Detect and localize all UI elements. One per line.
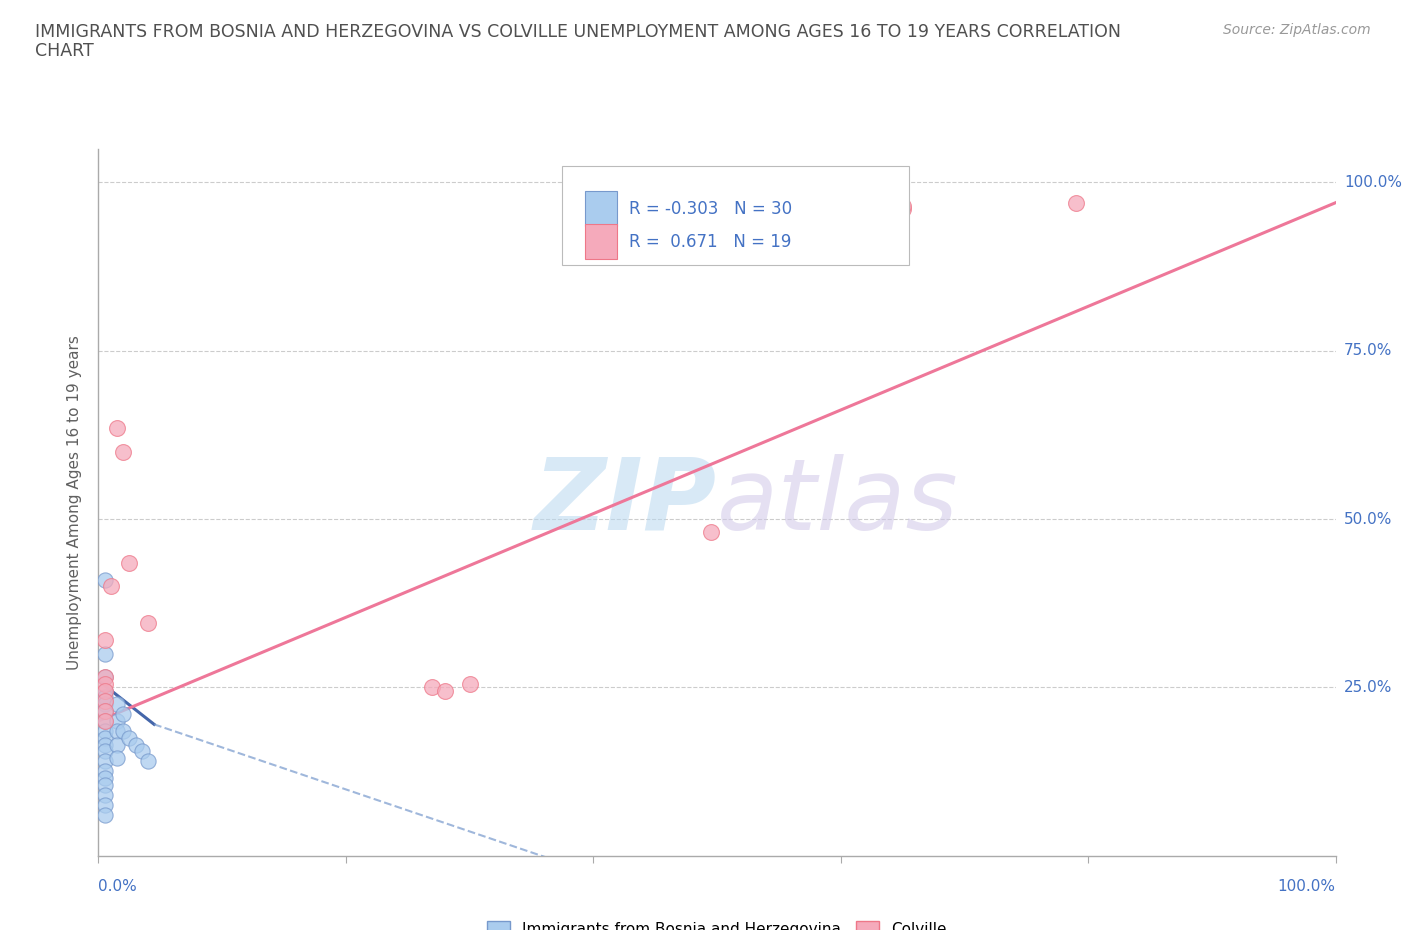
Point xyxy=(93,777,115,792)
Text: CHART: CHART xyxy=(35,42,94,60)
Text: atlas: atlas xyxy=(717,454,959,551)
Point xyxy=(124,737,146,752)
Point xyxy=(700,525,723,540)
Point xyxy=(93,808,115,823)
Point xyxy=(891,202,914,217)
Point xyxy=(458,676,481,691)
FancyBboxPatch shape xyxy=(562,166,908,265)
Point xyxy=(112,445,135,459)
Text: ZIP: ZIP xyxy=(534,454,717,551)
Point xyxy=(93,690,115,705)
Point xyxy=(93,572,115,587)
Legend: Immigrants from Bosnia and Herzegovina, Colville: Immigrants from Bosnia and Herzegovina, … xyxy=(481,915,953,930)
Text: Source: ZipAtlas.com: Source: ZipAtlas.com xyxy=(1223,23,1371,37)
Point xyxy=(93,798,115,813)
Point xyxy=(93,670,115,684)
Point xyxy=(136,616,159,631)
Text: R =  0.671   N = 19: R = 0.671 N = 19 xyxy=(630,232,792,251)
Point xyxy=(118,730,141,745)
Point xyxy=(93,694,115,709)
Point xyxy=(93,632,115,647)
Point xyxy=(422,680,444,695)
Point xyxy=(105,751,128,765)
Point xyxy=(118,555,141,570)
Point xyxy=(112,707,135,722)
Point xyxy=(93,744,115,759)
Point xyxy=(100,578,122,593)
Point xyxy=(112,724,135,738)
Point xyxy=(93,713,115,728)
Point xyxy=(93,771,115,786)
Point xyxy=(93,764,115,779)
Point xyxy=(93,646,115,661)
Point xyxy=(93,684,115,698)
Point xyxy=(93,670,115,684)
Text: R = -0.303   N = 30: R = -0.303 N = 30 xyxy=(630,200,793,218)
Text: 100.0%: 100.0% xyxy=(1344,175,1402,190)
Point xyxy=(105,697,128,711)
Point xyxy=(1064,195,1087,210)
Text: 25.0%: 25.0% xyxy=(1344,680,1392,695)
FancyBboxPatch shape xyxy=(585,224,617,259)
Y-axis label: Unemployment Among Ages 16 to 19 years: Unemployment Among Ages 16 to 19 years xyxy=(67,335,83,670)
Point xyxy=(93,737,115,752)
Point xyxy=(93,703,115,718)
Text: 50.0%: 50.0% xyxy=(1344,512,1392,526)
Point xyxy=(93,684,115,698)
Point xyxy=(93,703,115,718)
Point xyxy=(433,684,456,698)
Text: 75.0%: 75.0% xyxy=(1344,343,1392,358)
Text: IMMIGRANTS FROM BOSNIA AND HERZEGOVINA VS COLVILLE UNEMPLOYMENT AMONG AGES 16 TO: IMMIGRANTS FROM BOSNIA AND HERZEGOVINA V… xyxy=(35,23,1121,41)
Point xyxy=(105,724,128,738)
Text: 100.0%: 100.0% xyxy=(1278,879,1336,894)
Point xyxy=(131,744,153,759)
Point xyxy=(93,713,115,728)
Point xyxy=(93,754,115,769)
Point xyxy=(93,730,115,745)
Point xyxy=(93,724,115,738)
FancyBboxPatch shape xyxy=(585,192,617,226)
Point xyxy=(105,713,128,728)
Text: 0.0%: 0.0% xyxy=(98,879,138,894)
Point xyxy=(136,754,159,769)
Point xyxy=(93,676,115,691)
Point xyxy=(105,737,128,752)
Point xyxy=(105,420,128,435)
Point xyxy=(93,697,115,711)
Point xyxy=(93,788,115,803)
Point xyxy=(891,199,914,214)
